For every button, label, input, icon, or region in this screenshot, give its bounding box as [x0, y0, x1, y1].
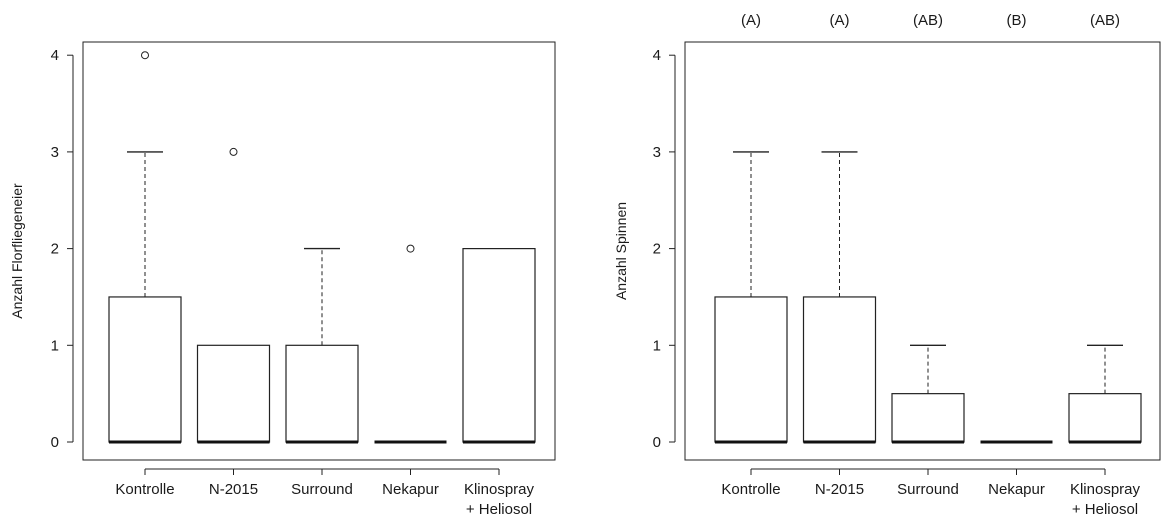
y-tick-label: 1	[653, 337, 661, 354]
x-tick-label: Nekapur	[382, 481, 439, 498]
box-3	[891, 344, 965, 444]
x-tick-label: Klinospray	[464, 481, 535, 498]
x-tick-label: Nekapur	[988, 481, 1045, 498]
y-axis-label: Anzahl Florfliegeneier	[9, 183, 25, 319]
box-1	[714, 151, 788, 444]
significance-label: (A)	[741, 12, 761, 29]
box-5	[1068, 344, 1142, 444]
x-tick-label: Surround	[291, 481, 353, 498]
x-axis: Kontrolle N-2015 Surround Nekapur Klinospray…	[721, 468, 1141, 518]
y-axis: 0 1 2 3 4	[653, 47, 676, 451]
x-tick-label: Kontrolle	[115, 481, 174, 498]
x-tick-label: N-2015	[209, 481, 258, 498]
chart-panel-1: 0 1 2 3 4 Anzahl Florfliegeneier Kontrolle N-20…	[9, 41, 556, 518]
x-tick-label: Kontrolle	[721, 481, 780, 498]
box-1	[108, 51, 182, 444]
x-axis: Kontrolle N-2015 Surround Nekapur Klinospray…	[115, 468, 535, 518]
y-tick-label: 0	[653, 434, 661, 451]
box-2	[802, 151, 877, 444]
x-tick-label: Surround	[897, 481, 959, 498]
y-tick-label: 3	[51, 144, 59, 161]
x-tick-label: N-2015	[815, 481, 864, 498]
y-tick-label: 1	[51, 337, 59, 354]
box-iqr	[108, 296, 182, 443]
y-tick-label: 0	[51, 434, 59, 451]
box-2	[196, 147, 271, 444]
significance-label: (B)	[1007, 12, 1027, 29]
plot-frame	[684, 41, 1161, 461]
x-tick-label: + Heliosol	[466, 501, 532, 518]
y-axis: 0 1 2 3 4	[51, 47, 74, 451]
plot-frame	[82, 41, 556, 461]
box-iqr	[196, 344, 271, 443]
box-5	[462, 248, 536, 444]
x-tick-label: + Heliosol	[1072, 501, 1138, 518]
box-iqr	[891, 393, 965, 443]
y-tick-label: 3	[653, 144, 661, 161]
x-tick-label: Klinospray	[1070, 481, 1141, 498]
y-tick-label: 2	[653, 241, 661, 258]
box-4	[374, 244, 447, 444]
outlier-point	[229, 147, 238, 156]
y-axis-label: Anzahl Spinnen	[613, 202, 629, 300]
y-tick-label: 2	[51, 241, 59, 258]
box-iqr	[802, 296, 877, 443]
significance-label: (A)	[830, 12, 850, 29]
box-iqr	[462, 248, 536, 443]
box-3	[285, 247, 359, 444]
significance-label: (AB)	[913, 12, 943, 29]
chart-panel-2: 0 1 2 3 4 Anzahl Spinnen Kontrolle N-2015 Surrou…	[613, 12, 1161, 518]
significance-label: (AB)	[1090, 12, 1120, 29]
y-tick-label: 4	[653, 47, 661, 64]
box-iqr	[1068, 393, 1142, 443]
box-iqr	[714, 296, 788, 443]
outlier-point	[406, 244, 415, 253]
y-tick-label: 4	[51, 47, 59, 64]
box-iqr	[285, 344, 359, 443]
outlier-point	[141, 51, 149, 60]
